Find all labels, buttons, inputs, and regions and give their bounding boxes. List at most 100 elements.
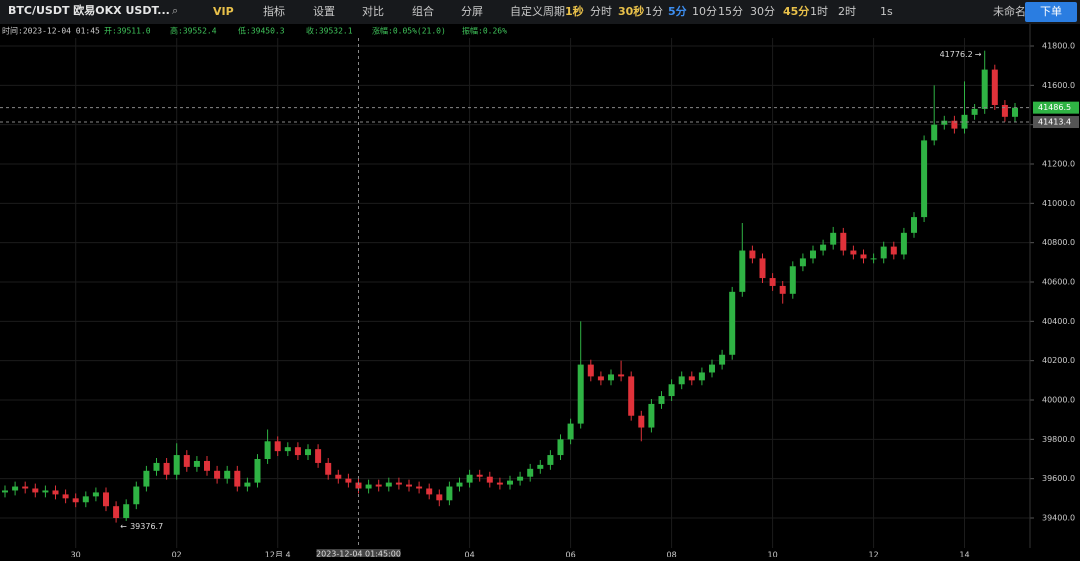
candle-body xyxy=(193,460,200,467)
candle-body xyxy=(446,486,453,501)
candle-body xyxy=(900,232,907,255)
y-tick-label: 40600.0 xyxy=(1042,278,1075,287)
toolbar-item[interactable]: 5分 xyxy=(668,4,687,18)
candle-body xyxy=(123,504,130,518)
toolbar-item[interactable]: 对比 xyxy=(362,4,384,18)
toolbar-item[interactable]: 30秒 xyxy=(618,4,644,18)
y-tick-label: 39600.0 xyxy=(1042,474,1075,483)
candle-body xyxy=(385,482,392,487)
candle-body xyxy=(587,364,594,377)
toolbar-item[interactable]: 分时 xyxy=(590,5,612,18)
candle-body xyxy=(345,478,352,483)
candle-body xyxy=(103,492,109,507)
candle-body xyxy=(709,364,715,373)
candle-body xyxy=(335,474,342,479)
candle-body xyxy=(698,372,705,381)
info-item: 低:39450.3 xyxy=(238,26,285,36)
x-tick-label: 10 xyxy=(768,551,778,558)
candle-body xyxy=(2,490,8,493)
x-tick-label: 06 xyxy=(566,551,576,558)
toolbar-item[interactable]: 分屏 xyxy=(461,5,483,18)
candle-body xyxy=(305,449,311,456)
y-tick-label: 41000.0 xyxy=(1042,199,1075,208)
candle-body xyxy=(1012,107,1018,117)
x-tick-label: 04 xyxy=(465,551,475,558)
toolbar-item[interactable]: 15分 xyxy=(718,5,743,18)
toolbar-item[interactable]: 1秒 xyxy=(565,4,584,18)
info-item: 振幅:0.26% xyxy=(462,26,507,36)
price-tag-label: 41413.4 xyxy=(1038,118,1071,127)
y-tick-label: 41600.0 xyxy=(1042,81,1075,90)
candle-body xyxy=(961,114,968,129)
candle-body xyxy=(92,492,99,497)
crosshair-tag xyxy=(316,549,401,559)
candle-body xyxy=(880,246,887,259)
candle-body xyxy=(466,474,473,483)
candle-body xyxy=(456,482,463,487)
high-arrow: → xyxy=(975,50,982,59)
candle-body xyxy=(719,354,726,365)
candle-body xyxy=(799,258,806,267)
candle-body xyxy=(870,258,877,260)
candle-body xyxy=(517,476,524,481)
toolbar-item[interactable]: 45分 xyxy=(783,4,809,18)
candle-body xyxy=(860,254,867,259)
toolbar-item[interactable]: 指标 xyxy=(263,4,285,18)
candle-body xyxy=(315,449,322,463)
x-tick-label: 14 xyxy=(959,551,969,558)
info-item: 收:39532.1 xyxy=(306,26,353,36)
x-tick-label: 30 xyxy=(71,551,81,558)
candle-body xyxy=(507,480,513,485)
x-tick-label: 12 xyxy=(869,551,879,558)
symbol[interactable]: BTC/USDT 欧易OKX USDT... xyxy=(8,3,170,17)
candle-body xyxy=(648,403,655,428)
high-label: 41776.2 xyxy=(940,50,973,59)
candle-body xyxy=(618,374,625,377)
toolbar-item[interactable]: 30分 xyxy=(750,5,775,18)
x-tick-label: 08 xyxy=(667,551,677,558)
order-label[interactable]: 下单 xyxy=(1040,5,1062,18)
toolbar-item[interactable]: 2时 xyxy=(838,5,856,18)
candle-body xyxy=(22,486,29,489)
low-arrow: ← xyxy=(120,522,127,531)
candle-body xyxy=(789,266,796,294)
price-tag xyxy=(1033,116,1079,129)
candle-body xyxy=(173,455,180,475)
candle-body xyxy=(678,376,685,385)
toolbar-item[interactable]: 未命名 xyxy=(993,4,1026,18)
candle-body xyxy=(32,488,39,493)
candle-body xyxy=(759,258,766,279)
toolbar-item[interactable]: 1分 xyxy=(645,5,663,18)
candle-body xyxy=(547,455,554,465)
crosshair-label: 2023-12-04 01:45:00 xyxy=(316,550,401,558)
toolbar-item[interactable]: 10分 xyxy=(692,5,717,18)
candle-body xyxy=(325,462,332,475)
y-tick-label: 40000.0 xyxy=(1042,396,1075,405)
search-icon[interactable]: ⌕ xyxy=(172,4,178,17)
toolbar-item[interactable]: 组合 xyxy=(412,4,434,18)
candle-body xyxy=(890,246,897,255)
candle-body xyxy=(496,482,503,485)
candle-body xyxy=(426,488,433,495)
y-tick-label: 40800.0 xyxy=(1042,238,1075,247)
order-button[interactable] xyxy=(1025,2,1077,22)
info-item: 开:39511.0 xyxy=(104,27,151,36)
toolbar-item[interactable]: 1时 xyxy=(810,5,828,18)
y-tick-label: 41800.0 xyxy=(1042,42,1075,51)
candle-body xyxy=(375,484,382,487)
toolbar-item[interactable]: VIP xyxy=(213,5,234,18)
candle-body xyxy=(72,498,79,503)
price-tag xyxy=(1033,101,1079,114)
toolbar-item[interactable]: 1s xyxy=(880,5,893,18)
candle-body xyxy=(971,108,978,115)
toolbar-item[interactable]: 设置 xyxy=(313,5,335,18)
candle-body xyxy=(264,441,271,459)
candle-body xyxy=(810,250,816,259)
candle-body xyxy=(476,474,483,477)
candle-body xyxy=(577,364,584,424)
toolbar-item[interactable]: 自定义周期 xyxy=(510,4,565,18)
candle-body xyxy=(406,484,412,487)
candle-body xyxy=(1001,105,1008,117)
